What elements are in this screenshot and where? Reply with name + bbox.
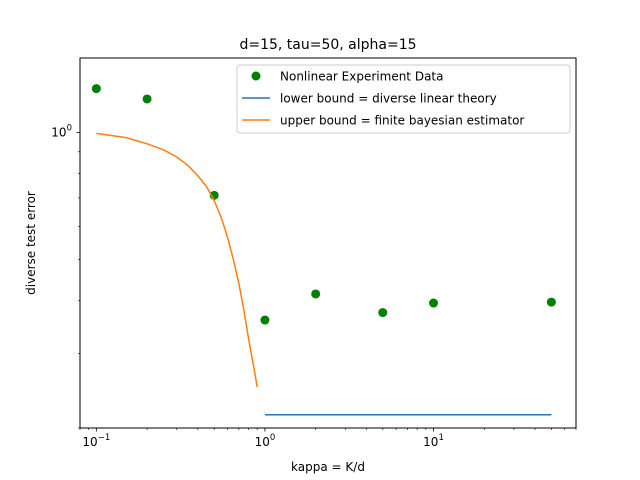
legend-label-2: upper bound = finite bayesian estimator — [280, 114, 524, 128]
x-axis-label: kappa = K/d — [291, 460, 365, 474]
y-tick-label-0: 100 — [51, 123, 72, 139]
chart-title: d=15, tau=50, alpha=15 — [239, 37, 416, 53]
data-point-4 — [311, 289, 321, 299]
x-tick-label-2: 101 — [423, 433, 444, 449]
x-tick-label-1: 100 — [255, 433, 276, 449]
axes-layer — [79, 57, 577, 429]
y-ticks: 100 — [51, 123, 80, 429]
legend: Nonlinear Experiment Data lower bound = d… — [236, 64, 571, 134]
data-point-1 — [142, 94, 152, 104]
plot-frame — [79, 57, 577, 429]
data-point-7 — [546, 297, 556, 307]
data-point-5 — [378, 308, 388, 318]
legend-box — [236, 64, 571, 134]
data-point-0 — [91, 84, 101, 94]
legend-label-0: Nonlinear Experiment Data — [280, 70, 443, 84]
series-line-2 — [96, 132, 258, 388]
data-point-6 — [429, 298, 439, 308]
y-axis-label: diverse test error — [24, 191, 38, 295]
series-layer — [91, 84, 556, 416]
data-point-3 — [260, 315, 270, 325]
legend-label-1: lower bound = diverse linear theory — [280, 92, 497, 106]
x-ticks: 10−1 100 101 — [79, 428, 577, 449]
x-tick-label-0: 10−1 — [82, 433, 110, 449]
legend-swatch-0 — [251, 71, 261, 81]
